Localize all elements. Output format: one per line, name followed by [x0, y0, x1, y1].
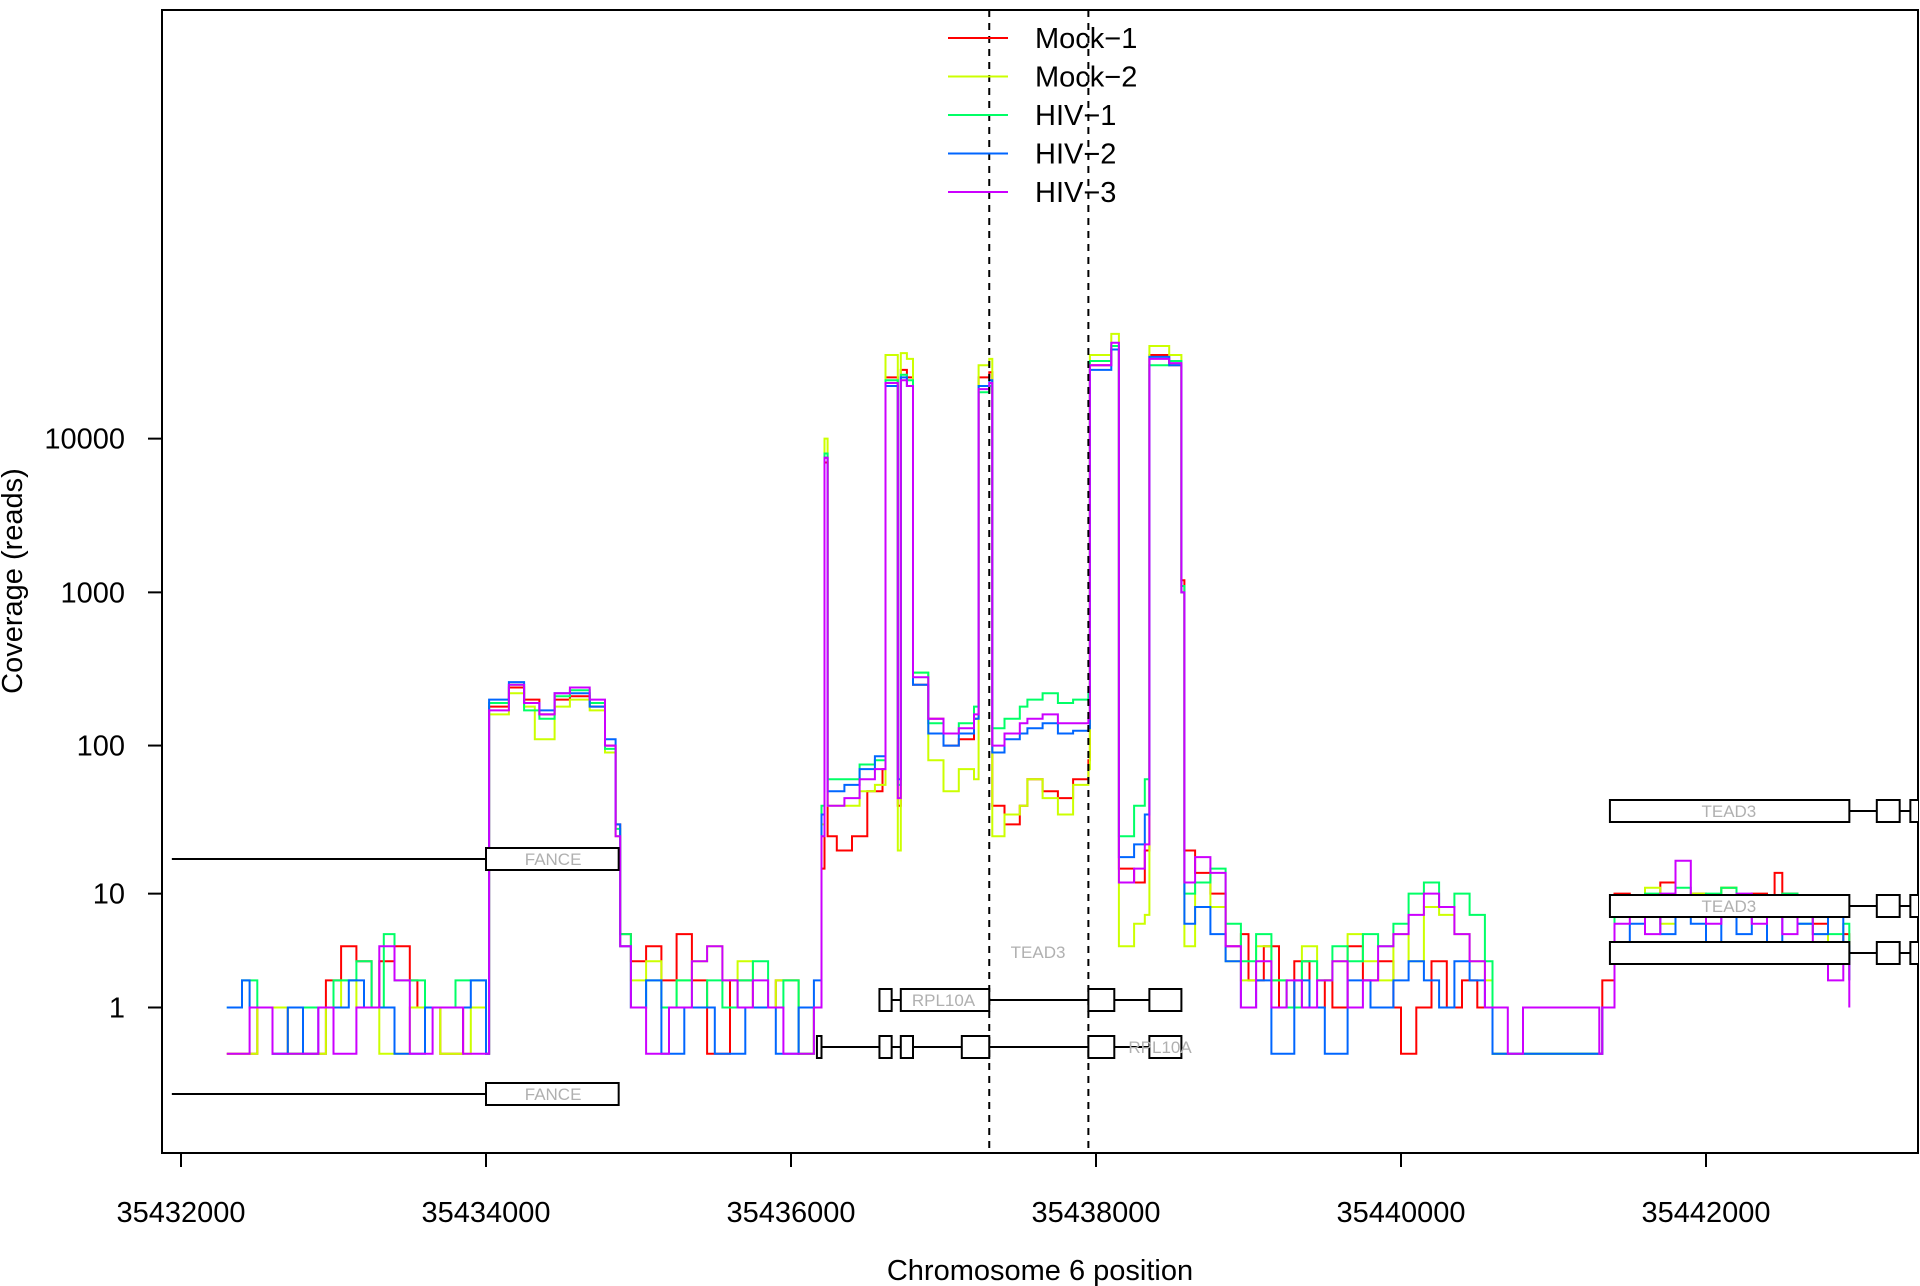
gene-exon — [1875, 799, 1901, 823]
y-tick-label: 100 — [77, 731, 125, 763]
gene-label: FANCE — [525, 1085, 582, 1104]
gene-label: RPL10A — [912, 991, 976, 1010]
gene-exon — [1909, 894, 1918, 918]
y-tick-label: 1 — [109, 993, 125, 1025]
x-tick-label: 35440000 — [1336, 1197, 1465, 1229]
gene-exon — [815, 1035, 823, 1059]
x-tick-label: 35434000 — [421, 1197, 550, 1229]
legend-label: Mock−1 — [1035, 23, 1137, 55]
x-tick-label: 35436000 — [726, 1197, 855, 1229]
series-layer — [226, 332, 1851, 1055]
reference-lines — [988, 10, 1090, 1153]
y-tick-label: 10000 — [44, 424, 125, 456]
y-tick-label: 1000 — [60, 577, 125, 609]
gene-label: RPL10A — [1128, 1038, 1192, 1057]
gene-exon — [1608, 799, 1851, 823]
legend-label: HIV−3 — [1035, 177, 1116, 209]
gene-exon — [878, 988, 893, 1012]
gene-exon — [960, 1035, 991, 1059]
y-axis: 1 10 100 1000 10000 — [44, 424, 162, 1025]
gene-exon — [1875, 894, 1901, 918]
y-tick-label: 10 — [93, 879, 125, 911]
x-axis: 35432000 35434000 35436000 35438000 35440000… — [116, 1152, 1771, 1229]
legend-label: HIV−2 — [1035, 139, 1116, 171]
gene-label: TEAD3 — [1011, 943, 1066, 962]
gene-track — [1608, 941, 1918, 965]
y-axis-title: Coverage (reads) — [0, 468, 29, 694]
gene-exon — [1087, 988, 1116, 1012]
gene-exon — [485, 1082, 620, 1106]
gene-exon — [899, 1035, 914, 1059]
gene-exon — [485, 847, 620, 871]
gene-models: TEAD3 FANCE TEAD3 RPL10A RPL10A FANCE TEAD3 — [171, 799, 1918, 1106]
gene-exon — [1608, 894, 1851, 918]
x-tick-label: 35432000 — [116, 1197, 245, 1229]
gene-track: TEAD3 — [1608, 799, 1918, 823]
gene-track: RPL10A — [815, 1035, 1192, 1059]
gene-label: TEAD3 — [1701, 802, 1756, 821]
gene-exon — [878, 1035, 893, 1059]
gene-track: RPL10A — [878, 988, 1183, 1012]
gene-exon — [1148, 988, 1183, 1012]
gene-label: TEAD3 — [1701, 897, 1756, 916]
gene-exon — [1909, 799, 1918, 823]
series-line — [226, 341, 1851, 1055]
gene-exon — [899, 988, 991, 1012]
gene-exon — [1148, 1035, 1183, 1059]
gene-label: FANCE — [525, 850, 582, 869]
gene-exon — [1608, 941, 1851, 965]
x-tick-label: 35438000 — [1031, 1197, 1160, 1229]
gene-exon — [1909, 941, 1918, 965]
x-axis-title: Chromosome 6 position — [887, 1255, 1193, 1286]
legend-label: Mock−2 — [1035, 62, 1137, 94]
x-tick-label: 35442000 — [1641, 1197, 1770, 1229]
gene-exon — [1875, 941, 1901, 965]
gene-exon — [1087, 1035, 1116, 1059]
legend-label: HIV−1 — [1035, 100, 1116, 132]
gene-track: TEAD3 — [1608, 894, 1918, 918]
legend: Mock−1 Mock−2 HIV−1 HIV−2 HIV−3 — [948, 23, 1137, 209]
gene-track: FANCE — [171, 847, 620, 871]
gene-track: FANCE — [171, 1082, 620, 1106]
